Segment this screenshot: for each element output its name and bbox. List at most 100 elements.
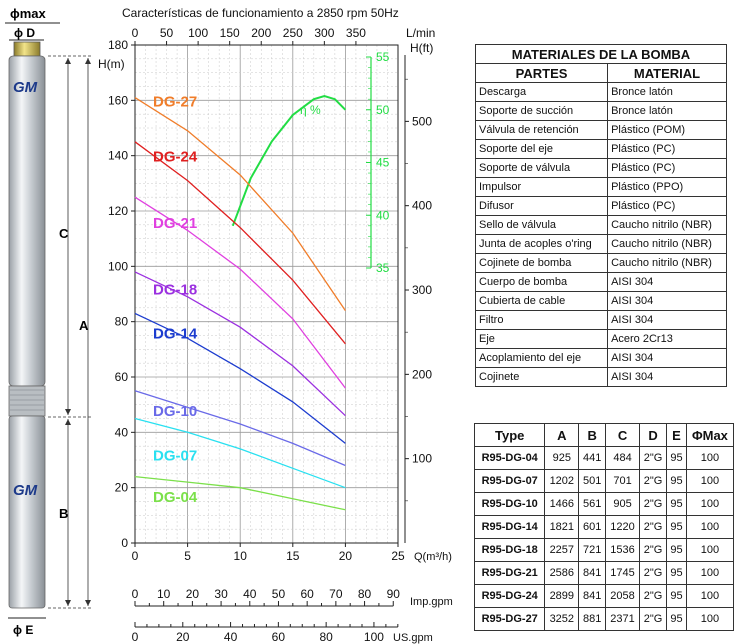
material-value-cell: Plástico (PPO)	[607, 177, 727, 197]
efficiency-tick-label: 40	[376, 208, 390, 222]
lmin-tick-label: 100	[188, 26, 208, 40]
series-line-dg-10	[134, 390, 346, 467]
material-part-cell: Acoplamiento del eje	[474, 348, 609, 368]
dimensions-model-cell: R95-DG-10	[473, 492, 546, 516]
dimensions-header-cell: D	[638, 423, 668, 447]
pump-logo-motor: GM	[13, 482, 38, 499]
material-part-cell: Soporte del eje	[474, 139, 609, 159]
dimensions-value-cell: 2"G	[638, 607, 668, 631]
material-value-cell: AISI 304	[607, 291, 727, 311]
material-part-cell: Soporte de succión	[474, 101, 609, 121]
dimensions-value-cell: 1466	[544, 492, 580, 516]
y-tick-label: 80	[115, 315, 129, 329]
dimensions-value-cell: 95	[666, 584, 687, 608]
materials-row: Válvula de retención Plástico (POM)	[474, 120, 727, 140]
dimensions-model-cell: R95-DG-07	[473, 469, 546, 493]
material-value-cell: Plástico (PC)	[607, 139, 727, 159]
dimensions-row: R95-DG-10 1466 561 905 2"G 95 100	[473, 492, 735, 516]
dimensions-value-cell: 2899	[544, 584, 580, 608]
dimensions-row: R95-DG-07 1202 501 701 2"G 95 100	[473, 469, 735, 493]
dimensions-value-cell: 2"G	[638, 446, 668, 470]
series-label-dg-18: DG-18	[153, 281, 197, 298]
material-part-cell: Cojinete de bomba	[474, 253, 609, 273]
dimensions-value-cell: 881	[578, 607, 607, 631]
efficiency-tick-label: 50	[376, 103, 390, 117]
dim-a-label: A	[79, 318, 89, 333]
dimensions-value-cell: 95	[666, 607, 687, 631]
y-tick-label: 40	[115, 425, 129, 439]
x-tick-label: 5	[184, 549, 191, 563]
dimensions-value-cell: 2"G	[638, 561, 668, 585]
x-tick-label: 10	[234, 549, 248, 563]
dimensions-row: R95-DG-24 2899 841 2058 2"G 95 100	[473, 584, 735, 608]
materials-row: Soporte de succión Bronce latón	[474, 101, 727, 121]
material-part-cell: Sello de válvula	[474, 215, 609, 235]
dimensions-value-cell: 2"G	[638, 584, 668, 608]
dimensions-value-cell: 2"G	[638, 469, 668, 493]
us-tick-label: 100	[364, 630, 384, 644]
dimensions-value-cell: 100	[685, 446, 735, 470]
material-part-cell: Filtro	[474, 310, 609, 330]
y-tick-label: 140	[108, 149, 128, 163]
dimensions-value-cell: 1821	[544, 515, 580, 539]
series-line-dg-04	[134, 475, 346, 511]
imp-tick-label: 70	[329, 587, 343, 601]
dimensions-value-cell: 100	[685, 469, 735, 493]
series-line-dg-21	[134, 196, 346, 389]
material-part-cell: Junta de acoples o'ring	[474, 234, 609, 254]
material-value-cell: Bronce latón	[607, 82, 727, 102]
imp-tick-label: 60	[300, 587, 314, 601]
phi-d-label: ϕ D	[14, 26, 35, 40]
y-tick-label: 120	[108, 204, 128, 218]
dimensions-value-cell: 2257	[544, 538, 580, 562]
ft-tick-label: 200	[412, 367, 432, 381]
materials-header-material: MATERIAL	[607, 63, 727, 83]
imp-tick-label: 90	[387, 587, 401, 601]
dimensions-value-cell: 95	[666, 492, 687, 516]
materials-table: MATERIALES DE LA BOMBA PARTES MATERIAL D…	[474, 44, 727, 387]
y-tick-label: 160	[108, 93, 128, 107]
material-value-cell: Plástico (PC)	[607, 196, 727, 216]
materials-row: Acoplamiento del eje AISI 304	[474, 348, 727, 368]
ft-tick-label: 400	[412, 199, 432, 213]
series-label-dg-27: DG-27	[153, 93, 197, 110]
dimensions-value-cell: 100	[685, 584, 735, 608]
ft-tick-label: 500	[412, 114, 432, 128]
y-tick-label: 60	[115, 370, 129, 384]
dimensions-model-cell: R95-DG-04	[473, 446, 546, 470]
lmin-tick-label: 50	[160, 26, 174, 40]
dimensions-row: R95-DG-21 2586 841 1745 2"G 95 100	[473, 561, 735, 585]
phi-e-label: ϕ E	[13, 623, 33, 637]
efficiency-curve	[231, 94, 347, 227]
dimensions-value-cell: 3252	[544, 607, 580, 631]
y-tick-label: 20	[115, 481, 129, 495]
dimensions-value-cell: 2"G	[638, 538, 668, 562]
y-axis-label-right: H(ft)	[410, 41, 433, 55]
y-tick-label: 0	[121, 536, 128, 550]
material-part-cell: Cojinete	[474, 367, 609, 387]
dimensions-value-cell: 100	[685, 538, 735, 562]
efficiency-tick-label: 55	[376, 50, 390, 64]
plot-frame	[134, 44, 399, 544]
dimensions-value-cell: 1220	[605, 515, 640, 539]
dimensions-row: R95-DG-27 3252 881 2371 2"G 95 100	[473, 607, 735, 631]
material-value-cell: Bronce latón	[607, 101, 727, 121]
dimensions-value-cell: 1202	[544, 469, 580, 493]
materials-row: Impulsor Plástico (PPO)	[474, 177, 727, 197]
dimensions-value-cell: 2058	[605, 584, 640, 608]
dimensions-value-cell: 100	[685, 492, 735, 516]
material-value-cell: AISI 304	[607, 310, 727, 330]
lmin-tick-label: 0	[132, 26, 139, 40]
dimensions-value-cell: 2371	[605, 607, 640, 631]
dimensions-header-cell: Type	[473, 423, 546, 447]
material-value-cell: AISI 304	[607, 367, 727, 387]
material-value-cell: Plástico (POM)	[607, 120, 727, 140]
material-part-cell: Cuerpo de bomba	[474, 272, 609, 292]
us-tick-label: 0	[132, 630, 139, 644]
y-tick-label: 180	[108, 38, 128, 52]
dimensions-value-cell: 701	[605, 469, 640, 493]
imp-tick-label: 30	[214, 587, 228, 601]
dimensions-header-cell: C	[605, 423, 640, 447]
series-label-dg-21: DG-21	[153, 215, 197, 232]
dimensions-value-cell: 95	[666, 561, 687, 585]
